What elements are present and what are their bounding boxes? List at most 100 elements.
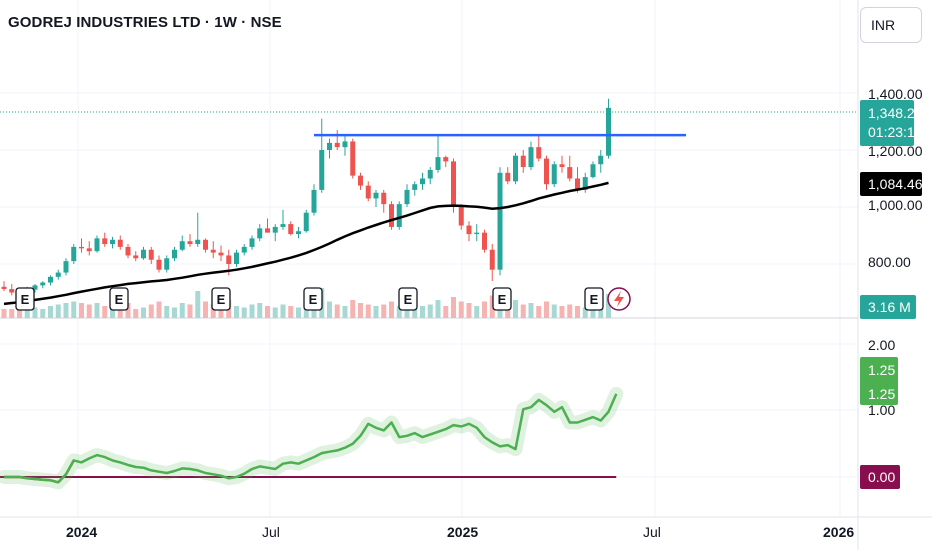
volume-bar [474,306,480,318]
candle-body [241,246,247,253]
candle-body [350,141,356,176]
moving-average-line[interactable] [3,181,609,306]
time-label: 2026 [823,524,854,540]
volume-bar [40,309,46,318]
volume-bar [141,307,146,318]
candle-body [234,252,239,264]
ma-value-badge: 1,084.46 [860,172,923,196]
volume-bar [482,301,487,318]
earnings-marker-box [15,287,35,311]
candle-body [334,142,340,148]
candle-body [513,155,518,182]
volume-bar [48,306,53,318]
earnings-marker[interactable]: E [492,287,512,311]
candle-body [226,255,232,264]
volume-bar [102,306,108,318]
candle-body [482,232,487,250]
candle-body [489,249,495,270]
candle-body [528,147,534,168]
candle-body [9,289,15,293]
earnings-marker[interactable]: E [584,287,604,311]
candle-body [272,226,278,233]
candle-body [79,246,84,249]
candle-body [257,228,263,239]
candle-body [451,161,456,207]
volume-bar [381,304,387,318]
volume-bar [567,304,573,318]
candle-body [590,164,596,178]
volume-bar [234,306,239,318]
candle-body [427,169,433,179]
candle-body [319,150,325,190]
flash-icon[interactable] [607,287,631,311]
indicator-tick: 2.00 [868,337,895,353]
candle-body [458,207,464,226]
price-tick: 1,000.00 [868,197,923,213]
candle-body [1,286,7,290]
candle-body [55,272,61,277]
indicator-value-badge: 1.25 1.25 [860,357,898,405]
earnings-marker[interactable]: E [15,287,35,311]
candle-body [280,224,286,227]
earnings-marker-box [398,287,418,311]
volume-bar [435,300,441,318]
volume-bar [396,306,402,318]
volume-bar [466,303,472,318]
earnings-marker[interactable]: E [211,287,231,311]
candle-body [435,157,441,170]
candle-body [551,164,557,185]
volume-bar [427,304,433,318]
earnings-marker-label: E [498,292,507,307]
volume-bar [79,303,84,318]
price-tick: 1,200.00 [868,143,923,159]
candlesticks[interactable] [1,98,612,299]
volume-bar [327,301,332,318]
candle-body [63,261,69,273]
volume-bar [63,303,69,318]
indicator-line[interactable] [4,393,618,484]
volume-bar [187,304,193,318]
candle-body [210,249,216,253]
candle-body [195,239,201,245]
volume-bar [179,303,185,318]
volume-bar [342,306,348,318]
volume-bar [598,304,604,318]
volume-bar [334,304,340,318]
volume-bar [536,306,542,318]
candle-body [156,259,162,270]
volume-bar [280,304,286,318]
volume-bar [86,304,92,318]
earnings-marker[interactable]: E [398,287,418,311]
earnings-marker-box [584,287,604,311]
symbol-title[interactable]: GODREJ INDUSTRIES LTD · 1W · NSE [8,14,282,31]
earnings-marker[interactable]: E [303,287,323,311]
candle-body [94,238,100,252]
candle-body [296,231,301,235]
candle-body [389,204,394,227]
candle-body [404,189,410,205]
last-price-value: 1,348.20 [868,105,923,121]
earnings-marker-label: E [21,292,30,307]
volume-bar [420,306,425,318]
candle-body [598,155,604,165]
volume-bar [195,291,201,318]
candle-body [474,232,480,235]
volume-bar [272,307,278,318]
earnings-marker[interactable]: E [109,287,129,311]
earnings-marker-box [492,287,512,311]
candle-body [396,204,402,227]
earnings-marker-label: E [309,292,318,307]
currency-button[interactable]: INR [860,7,922,43]
volume-bar [117,304,123,318]
candle-body [559,164,565,168]
volume-bar [94,303,100,318]
volume-bar [133,309,139,318]
candle-body [71,246,77,262]
candle-body [125,246,131,256]
indicator-tick: 1.00 [868,402,895,418]
candle-body [420,178,425,185]
earnings-marker-label: E [217,292,226,307]
